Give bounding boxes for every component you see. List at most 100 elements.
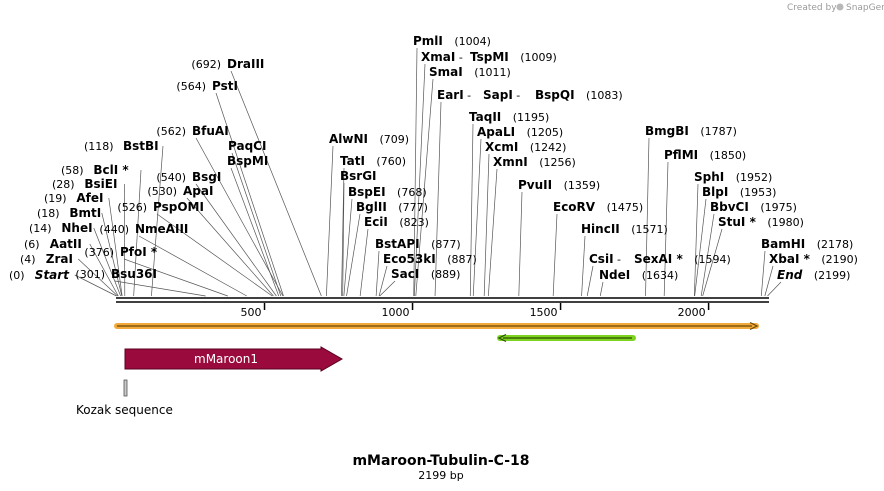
site-label-pflmi[interactable]: PflMI (1850) bbox=[664, 148, 746, 162]
site-label-bglii[interactable]: BglII (777) bbox=[356, 200, 428, 214]
site-label-taqii[interactable]: TaqII (1195) bbox=[469, 110, 549, 124]
site-label-bstapi[interactable]: BstAPI (877) bbox=[375, 237, 461, 251]
site-leader-saci bbox=[379, 280, 396, 297]
site-label-bsiei[interactable]: BsiEI bbox=[84, 177, 117, 191]
site-leader-blpi bbox=[694, 198, 707, 297]
site-label-bsgi[interactable]: BsgI bbox=[192, 170, 221, 184]
site-label-saci[interactable]: SacI (889) bbox=[391, 267, 460, 281]
site-leader-draiii bbox=[230, 70, 322, 297]
site-label-tspmi[interactable]: TspMI (1009) bbox=[470, 50, 557, 64]
site-leader-bfuai bbox=[195, 137, 284, 297]
site-label-bspqi[interactable]: BspQI (1083) bbox=[535, 88, 623, 102]
site-label-xmai[interactable]: XmaI - bbox=[421, 50, 463, 64]
site-label-alwni[interactable]: AlwNI (709) bbox=[329, 132, 409, 146]
site-label-xbai[interactable]: XbaI * (2190) bbox=[769, 252, 858, 266]
site-label-bmti[interactable]: BmtI bbox=[69, 206, 101, 220]
site-leader-nhei bbox=[93, 227, 121, 297]
site-label-sphi[interactable]: SphI (1952) bbox=[694, 170, 772, 184]
site-leader-stui bbox=[702, 228, 723, 297]
site-pos-bmti: (18) bbox=[37, 207, 60, 220]
site-pos-bsgi: (540) bbox=[156, 171, 186, 184]
site-leader-alwni bbox=[326, 145, 334, 297]
site-pos-afei: (19) bbox=[44, 192, 67, 205]
kozak-label: Kozak sequence bbox=[76, 403, 173, 417]
site-label-ecorv[interactable]: EcoRV (1475) bbox=[553, 200, 643, 214]
site-leader-ecorv bbox=[552, 213, 558, 297]
site-label-bcli[interactable]: BclI * bbox=[93, 163, 129, 177]
site-label-hincii[interactable]: HincII (1571) bbox=[581, 222, 668, 236]
site-label-bsu36i[interactable]: Bsu36I bbox=[111, 267, 157, 281]
kozak-feature[interactable] bbox=[123, 379, 128, 397]
site-label-sapi[interactable]: SapI - bbox=[483, 88, 520, 102]
site-label-eari[interactable]: EarI - bbox=[437, 88, 471, 102]
ruler-tick-label-1000: 1000 bbox=[382, 306, 410, 319]
site-label-pmli[interactable]: PmlI (1004) bbox=[413, 34, 491, 48]
site-pos-start: (0) bbox=[9, 269, 25, 282]
site-label-ecii[interactable]: EciI (823) bbox=[364, 215, 429, 229]
site-label-bspmi[interactable]: BspMI bbox=[227, 154, 268, 168]
site-label-xmni[interactable]: XmnI (1256) bbox=[493, 155, 576, 169]
site-pos-bcli: (58) bbox=[61, 164, 84, 177]
site-leader-bcli bbox=[133, 169, 142, 297]
site-leader-start bbox=[74, 274, 117, 297]
site-leader-pmli bbox=[413, 47, 418, 297]
site-label-bsrgi[interactable]: BsrGI bbox=[340, 169, 377, 183]
site-label-aatii[interactable]: AatII bbox=[50, 237, 82, 251]
site-leader-xbai bbox=[764, 265, 774, 297]
site-pos-draiii: (692) bbox=[191, 58, 221, 71]
plasmid-length: 2199 bp bbox=[418, 469, 463, 482]
site-label-bspei[interactable]: BspEI (768) bbox=[348, 185, 427, 199]
site-leader-bstapi bbox=[375, 250, 380, 297]
site-label-stui[interactable]: StuI * (1980) bbox=[718, 215, 804, 229]
site-label-apai[interactable]: ApaI bbox=[183, 184, 213, 198]
site-label-end[interactable]: End (2199) bbox=[777, 268, 850, 282]
site-pos-psti: (564) bbox=[176, 80, 206, 93]
site-label-nhei[interactable]: NheI bbox=[61, 221, 92, 235]
site-leader-xmni bbox=[487, 168, 498, 297]
site-label-afei[interactable]: AfeI bbox=[76, 191, 103, 205]
site-leader-nmeaiii bbox=[138, 235, 247, 297]
site-label-pvuii[interactable]: PvuII (1359) bbox=[518, 178, 600, 192]
site-leader-bspei bbox=[343, 198, 353, 297]
site-leader-bsu36i bbox=[114, 280, 206, 297]
snapgene-logo-icon bbox=[836, 3, 844, 11]
site-label-bbvci[interactable]: BbvCI (1975) bbox=[710, 200, 797, 214]
site-label-pspomi[interactable]: PspOMI bbox=[153, 200, 204, 214]
orange-arrowhead-icon bbox=[749, 321, 759, 331]
site-label-bmgbi[interactable]: BmgBI (1787) bbox=[645, 124, 737, 138]
site-label-ndei[interactable]: NdeI (1634) bbox=[599, 268, 678, 282]
site-leader-pvuii bbox=[518, 191, 523, 297]
site-labels: (0) Start(4) ZraI(6) AatII(14) NheI(18) BmtI(… bbox=[9, 34, 858, 282]
site-pos-pspomi: (526) bbox=[117, 201, 147, 214]
site-leader-zrai bbox=[77, 258, 118, 297]
site-pos-pfoi: (376) bbox=[84, 246, 114, 259]
site-label-apali[interactable]: ApaLI (1205) bbox=[477, 125, 563, 139]
site-label-csii[interactable]: CsiI - bbox=[589, 252, 621, 266]
site-label-sexai[interactable]: SexAI * (1594) bbox=[634, 252, 731, 266]
site-label-tati[interactable]: TatI (760) bbox=[340, 154, 406, 168]
site-label-blpi[interactable]: BlpI (1953) bbox=[702, 185, 776, 199]
mmaroon1-feature[interactable] bbox=[124, 346, 344, 372]
site-label-bamhi[interactable]: BamHI (2178) bbox=[761, 237, 853, 251]
site-label-paqci[interactable]: PaqCI bbox=[228, 139, 266, 153]
site-label-start[interactable]: Start bbox=[35, 268, 70, 282]
credit-brand: SnapGene bbox=[846, 3, 884, 13]
site-label-nmeaiii[interactable]: NmeAIII bbox=[135, 222, 188, 236]
site-leader-bspmi bbox=[230, 167, 280, 297]
site-label-smai[interactable]: SmaI (1011) bbox=[429, 65, 511, 79]
site-label-psti[interactable]: PstI bbox=[212, 79, 238, 93]
site-pos-zrai: (4) bbox=[20, 253, 36, 266]
site-label-eco53ki[interactable]: Eco53kI (887) bbox=[383, 252, 477, 266]
site-leader-bbvci bbox=[700, 213, 715, 297]
site-pos-nhei: (14) bbox=[29, 222, 52, 235]
site-label-pfoi[interactable]: PfoI * bbox=[120, 245, 158, 259]
site-label-bstbi[interactable]: BstBI bbox=[123, 139, 159, 153]
site-label-draiii[interactable]: DraIII bbox=[227, 57, 264, 71]
site-leader-xcmi bbox=[483, 153, 490, 297]
ruler-tick-label-500: 500 bbox=[241, 306, 262, 319]
site-leader-ecii bbox=[359, 228, 369, 297]
site-label-zrai[interactable]: ZraI bbox=[46, 252, 73, 266]
site-label-bfuai[interactable]: BfuAI bbox=[192, 124, 229, 138]
site-label-xcmi[interactable]: XcmI (1242) bbox=[485, 140, 566, 154]
site-leader-xmai bbox=[413, 63, 426, 297]
